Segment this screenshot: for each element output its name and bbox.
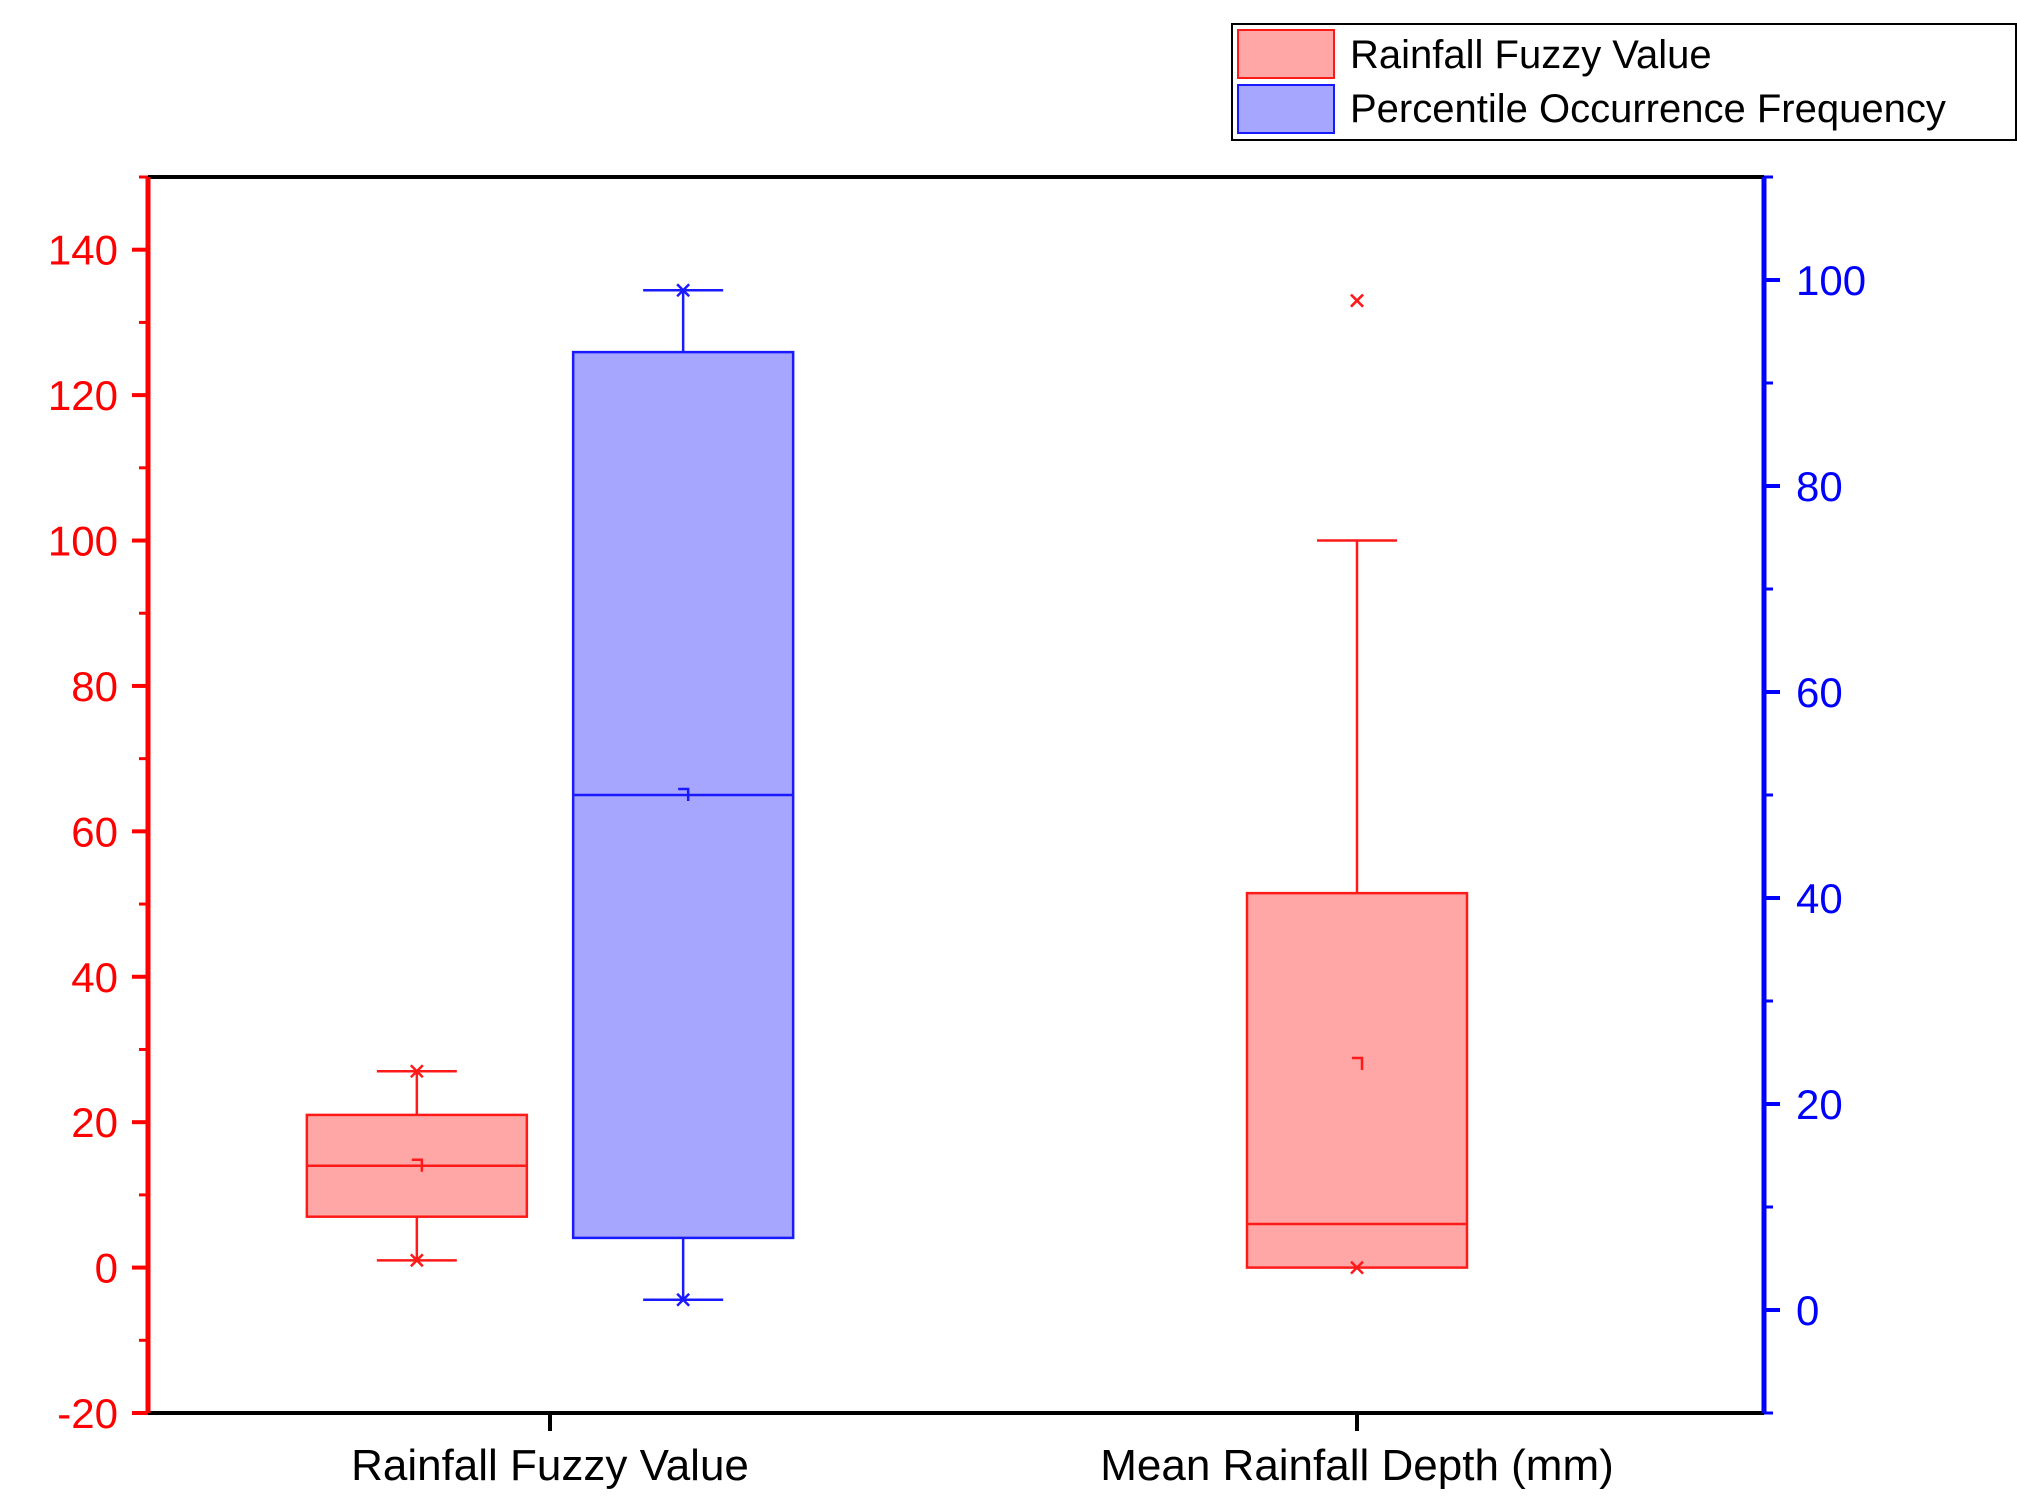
left-tick-label: 40 bbox=[71, 954, 118, 1001]
left-tick-label: 60 bbox=[71, 808, 118, 855]
right-tick-label: 100 bbox=[1796, 257, 1866, 304]
max-marker-b bbox=[409, 1064, 424, 1079]
left-tick-label: -20 bbox=[57, 1390, 118, 1437]
legend-swatch-red bbox=[1237, 29, 1335, 79]
x-tick-label: Rainfall Fuzzy Value bbox=[351, 1441, 749, 1490]
x-axis-ticks: Rainfall Fuzzy Value Mean Rainfall Depth … bbox=[351, 1413, 1614, 1490]
mean-marker bbox=[411, 1158, 424, 1172]
mean-marker bbox=[1352, 1056, 1364, 1071]
right-tick-label: 20 bbox=[1796, 1081, 1843, 1128]
legend: Rainfall Fuzzy Value Percentile Occurren… bbox=[1231, 23, 2017, 141]
mean-marker bbox=[678, 787, 690, 801]
left-tick-label: 140 bbox=[48, 227, 118, 274]
box-red bbox=[305, 1064, 529, 1268]
min-marker-b bbox=[409, 1253, 424, 1268]
left-tick-label: 80 bbox=[71, 663, 118, 710]
legend-label-red: Rainfall Fuzzy Value bbox=[1350, 33, 1712, 77]
box-iqr bbox=[1245, 891, 1469, 1269]
legend-frame bbox=[1231, 23, 2017, 141]
boxes bbox=[305, 283, 1469, 1307]
min-marker-b bbox=[1350, 1260, 1364, 1275]
plot-frame bbox=[145, 175, 1767, 1415]
max-marker-b bbox=[676, 283, 691, 298]
legend-swatch-blue bbox=[1237, 84, 1335, 134]
right-tick-label: 80 bbox=[1796, 463, 1843, 510]
left-tick-label: 20 bbox=[71, 1099, 118, 1146]
right-tick-label: 0 bbox=[1796, 1287, 1819, 1334]
left-tick-label: 100 bbox=[48, 518, 118, 565]
min-marker-b bbox=[676, 1292, 691, 1307]
right-tick-label: 40 bbox=[1796, 875, 1843, 922]
right-y-axis-ticks: 0 20 40 60 80 100 bbox=[1764, 175, 1866, 1415]
x-tick-label: Mean Rainfall Depth (mm) bbox=[1100, 1441, 1614, 1490]
box-red bbox=[1245, 293, 1469, 1275]
legend-label-blue: Percentile Occurrence Frequency bbox=[1350, 87, 1946, 131]
left-tick-label: 120 bbox=[48, 372, 118, 419]
left-tick-label: 0 bbox=[95, 1245, 118, 1292]
outlier-marker-b bbox=[1350, 293, 1364, 308]
right-tick-label: 60 bbox=[1796, 669, 1843, 716]
box-blue bbox=[571, 283, 795, 1307]
left-y-axis-ticks: -20 0 20 40 60 80 100 120 140 bbox=[48, 175, 148, 1437]
